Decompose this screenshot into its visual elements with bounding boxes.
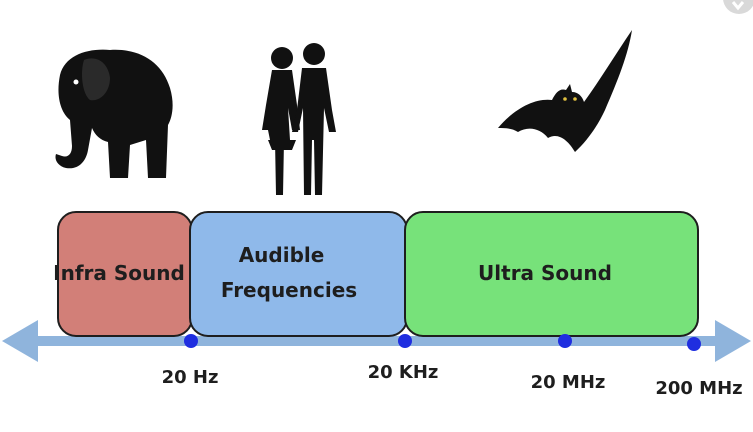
- axis-arrow-right: [715, 320, 751, 362]
- band-audible-box: [189, 211, 408, 337]
- band-ultra: Ultra Sound: [404, 211, 699, 337]
- marker-dot: [398, 334, 412, 348]
- people-icon: [262, 43, 336, 195]
- axis-arrow-left: [2, 320, 38, 362]
- bat-icon: [498, 30, 632, 152]
- band-ultra-label: Ultra Sound: [478, 261, 612, 285]
- svg-text:Ultra Sound: Ultra Sound: [478, 261, 612, 285]
- band-ultra-box: [404, 211, 699, 337]
- marker-label-20khz: 20 KHz: [368, 362, 439, 383]
- band-audible-label-line1: Audible: [239, 243, 325, 267]
- axis-bar: [30, 336, 720, 346]
- elephant-icon: [55, 49, 173, 178]
- frequency-markers: 20 Hz 20 KHz 20 MHz 200 MHz: [162, 334, 743, 399]
- svg-text:Infra Sound: Infra Sound: [53, 261, 185, 285]
- marker-label-20mhz: 20 MHz: [531, 372, 606, 393]
- marker-label-200mhz: 200 MHz: [655, 378, 742, 399]
- marker-dot: [184, 334, 198, 348]
- svg-text:Audible Frequencies: Audible Frequencies: [221, 243, 357, 302]
- band-infra: Infra Sound: [53, 211, 193, 337]
- band-audible: Audible Frequencies: [189, 211, 408, 337]
- marker-label-20hz: 20 Hz: [162, 367, 219, 388]
- band-audible-label-line2: Frequencies: [221, 278, 357, 302]
- marker-dot: [687, 337, 701, 351]
- frequency-axis: [2, 320, 751, 362]
- marker-dot: [558, 334, 572, 348]
- corner-menu-icon[interactable]: [713, 0, 753, 22]
- band-infra-label: Infra Sound: [53, 261, 185, 285]
